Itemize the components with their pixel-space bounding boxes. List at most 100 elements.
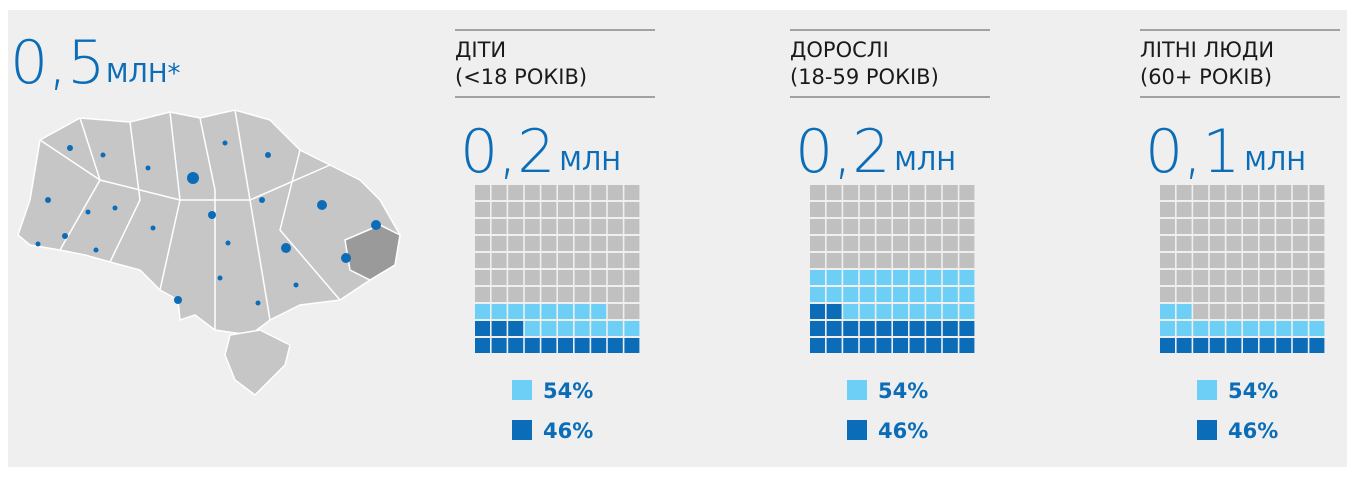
cell-empty bbox=[491, 185, 507, 200]
cell-empty bbox=[607, 236, 623, 251]
cell-empty bbox=[1226, 219, 1242, 234]
cell-empty bbox=[491, 270, 507, 285]
cell-light bbox=[909, 270, 925, 285]
cell-empty bbox=[810, 253, 825, 268]
cell-empty bbox=[1193, 219, 1209, 234]
cell-empty bbox=[558, 270, 573, 285]
cell-empty bbox=[843, 253, 859, 268]
cell-dark bbox=[810, 338, 825, 353]
cell-empty bbox=[1276, 185, 1292, 200]
cell-empty bbox=[942, 219, 958, 234]
cell-empty bbox=[1209, 253, 1225, 268]
cell-empty bbox=[859, 219, 875, 234]
cell-light bbox=[942, 304, 958, 319]
cell-empty bbox=[1243, 202, 1258, 217]
cell-empty bbox=[859, 202, 875, 217]
cell-light bbox=[926, 304, 942, 319]
cell-light bbox=[558, 321, 573, 336]
cell-empty bbox=[1309, 236, 1325, 251]
cell-light bbox=[1309, 321, 1325, 336]
cell-light bbox=[1176, 321, 1192, 336]
cell-empty bbox=[508, 287, 524, 302]
cell-empty bbox=[541, 287, 557, 302]
cell-empty bbox=[574, 202, 590, 217]
cell-empty bbox=[826, 219, 842, 234]
cell-light bbox=[959, 287, 975, 302]
cell-empty bbox=[558, 236, 573, 251]
cell-empty bbox=[475, 287, 490, 302]
cell-empty bbox=[826, 185, 842, 200]
cell-light bbox=[876, 304, 892, 319]
cell-empty bbox=[1209, 202, 1225, 217]
group-unit: МЛН bbox=[894, 147, 956, 177]
cell-empty bbox=[1292, 287, 1308, 302]
cell-dark bbox=[926, 321, 942, 336]
group-title: (18-59 РОКІВ) bbox=[790, 65, 939, 89]
cell-empty bbox=[843, 185, 859, 200]
cell-dark bbox=[1226, 338, 1242, 353]
cell-light bbox=[909, 304, 925, 319]
cell-empty bbox=[1209, 185, 1225, 200]
legend-swatch bbox=[1197, 420, 1217, 440]
legend-label: 46% bbox=[878, 419, 928, 443]
cell-empty bbox=[909, 236, 925, 251]
cell-empty bbox=[1193, 304, 1209, 319]
cell-empty bbox=[607, 219, 623, 234]
cell-empty bbox=[475, 219, 490, 234]
cell-empty bbox=[959, 185, 975, 200]
group-title: ДІТИ bbox=[455, 38, 506, 62]
cell-empty bbox=[624, 304, 640, 319]
cell-empty bbox=[1309, 202, 1325, 217]
cell-dark bbox=[876, 338, 892, 353]
cell-empty bbox=[909, 219, 925, 234]
cell-empty bbox=[1276, 287, 1292, 302]
cell-light bbox=[926, 270, 942, 285]
cell-empty bbox=[1292, 202, 1308, 217]
map bbox=[17, 109, 401, 396]
cell-empty bbox=[942, 253, 958, 268]
cell-empty bbox=[558, 287, 573, 302]
group-title: (60+ РОКІВ) bbox=[1140, 65, 1272, 89]
cell-light bbox=[475, 304, 490, 319]
cell-empty bbox=[475, 253, 490, 268]
cell-empty bbox=[591, 236, 607, 251]
cell-empty bbox=[1292, 253, 1308, 268]
group-value: 0,2 bbox=[795, 117, 890, 187]
legend-label: 46% bbox=[543, 419, 593, 443]
cell-empty bbox=[843, 236, 859, 251]
cell-empty bbox=[508, 236, 524, 251]
cell-dark bbox=[574, 338, 590, 353]
cell-empty bbox=[893, 202, 908, 217]
total-unit: МЛН* bbox=[106, 59, 181, 89]
cell-empty bbox=[876, 236, 892, 251]
cell-empty bbox=[1160, 219, 1175, 234]
cell-empty bbox=[1259, 219, 1275, 234]
cell-dark bbox=[624, 338, 640, 353]
cell-light bbox=[591, 321, 607, 336]
cell-empty bbox=[624, 253, 640, 268]
cell-dark bbox=[959, 338, 975, 353]
cell-empty bbox=[1309, 219, 1325, 234]
cell-empty bbox=[909, 185, 925, 200]
cell-empty bbox=[1176, 236, 1192, 251]
cell-empty bbox=[1209, 270, 1225, 285]
cell-light bbox=[1193, 321, 1209, 336]
cell-light bbox=[1160, 304, 1175, 319]
cell-light bbox=[859, 287, 875, 302]
cell-empty bbox=[524, 185, 540, 200]
cell-empty bbox=[591, 270, 607, 285]
cell-light bbox=[876, 270, 892, 285]
cell-empty bbox=[909, 202, 925, 217]
cell-empty bbox=[826, 202, 842, 217]
group-title: ЛІТНІ ЛЮДИ bbox=[1140, 38, 1274, 62]
cell-light bbox=[893, 287, 908, 302]
cell-dark bbox=[1176, 338, 1192, 353]
cell-empty bbox=[843, 202, 859, 217]
cell-empty bbox=[1243, 219, 1258, 234]
cell-empty bbox=[558, 202, 573, 217]
cell-light bbox=[843, 304, 859, 319]
cell-empty bbox=[508, 219, 524, 234]
legend-swatch bbox=[512, 380, 532, 400]
cell-empty bbox=[810, 219, 825, 234]
